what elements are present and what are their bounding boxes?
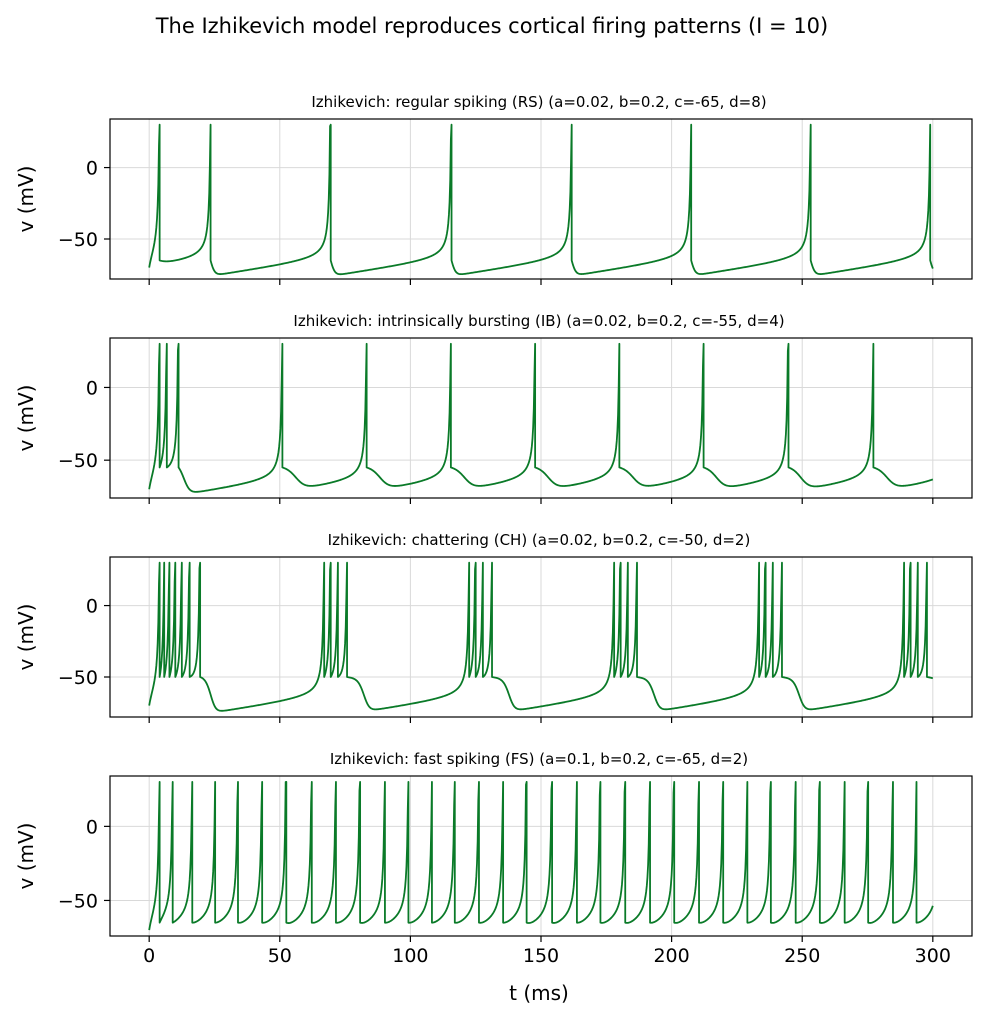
y-tick-label: −50: [58, 667, 98, 689]
panel-intrinsically-bursting: Izhikevich: intrinsically bursting (IB) …: [14, 312, 973, 504]
panel-chattering: Izhikevich: chattering (CH) (a=0.02, b=0…: [14, 531, 973, 723]
y-axis-label: v (mV): [14, 385, 38, 452]
y-axis-label: v (mV): [14, 604, 38, 671]
x-axis-label: t (ms): [509, 981, 569, 1005]
x-tick-label: 200: [653, 945, 689, 967]
y-tick-label: −50: [58, 229, 98, 251]
x-tick-label: 250: [784, 945, 820, 967]
panel-fast-spiking: Izhikevich: fast spiking (FS) (a=0.1, b=…: [14, 750, 973, 1005]
panel-regular-spiking: Izhikevich: regular spiking (RS) (a=0.02…: [14, 93, 973, 285]
x-tick-label: 100: [392, 945, 428, 967]
x-tick-label: 300: [915, 945, 951, 967]
membrane-potential-trace: [148, 342, 934, 493]
panel-title: Izhikevich: fast spiking (FS) (a=0.1, b=…: [330, 750, 748, 768]
panel-title: Izhikevich: intrinsically bursting (IB) …: [293, 312, 784, 330]
membrane-potential-trace: [148, 123, 934, 276]
y-tick-label: 0: [86, 158, 98, 180]
y-axis-label: v (mV): [14, 166, 38, 233]
y-tick-label: 0: [86, 596, 98, 618]
panel-title: Izhikevich: regular spiking (RS) (a=0.02…: [311, 93, 766, 111]
x-tick-label: 0: [143, 945, 155, 967]
y-axis-label: v (mV): [14, 823, 38, 890]
y-tick-label: −50: [58, 450, 98, 472]
y-tick-label: 0: [86, 377, 98, 399]
x-tick-label: 150: [523, 945, 559, 967]
membrane-potential-trace: [148, 781, 934, 931]
membrane-potential-trace: [148, 561, 934, 712]
y-tick-label: −50: [58, 890, 98, 912]
panel-title: Izhikevich: chattering (CH) (a=0.02, b=0…: [328, 531, 751, 549]
y-tick-label: 0: [86, 816, 98, 838]
figure-title: The Izhikevich model reproduces cortical…: [155, 14, 829, 38]
x-tick-label: 50: [268, 945, 292, 967]
